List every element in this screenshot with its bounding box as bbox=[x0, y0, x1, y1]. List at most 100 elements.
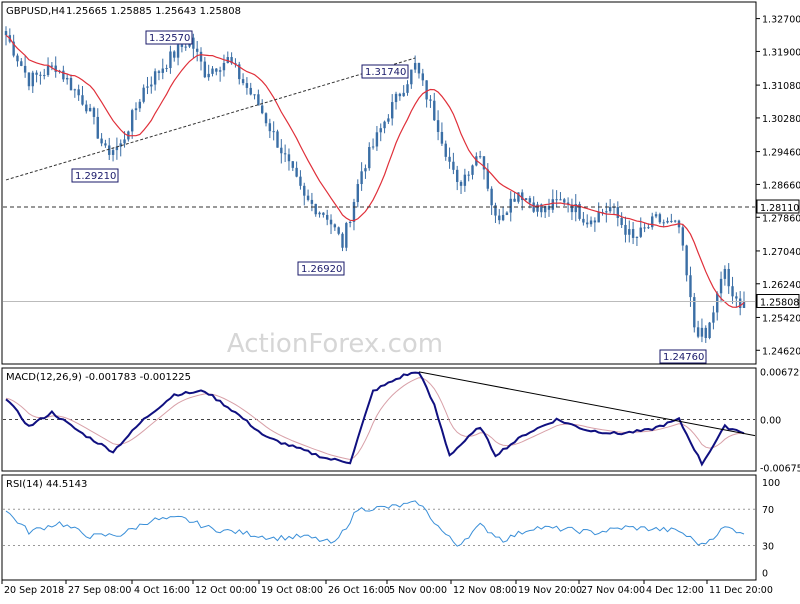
candle-body bbox=[651, 216, 654, 228]
y-tick-label: 1.31080 bbox=[762, 81, 800, 92]
candle-body bbox=[230, 57, 233, 64]
candle-body bbox=[88, 107, 92, 112]
candle-body bbox=[92, 107, 96, 117]
macd-trendline bbox=[418, 371, 756, 437]
macd-series bbox=[3, 371, 756, 467]
candle-body bbox=[528, 198, 532, 203]
candle-body bbox=[478, 156, 482, 158]
candle-body bbox=[467, 174, 470, 176]
current-price-tag bbox=[756, 294, 800, 309]
candle-body bbox=[517, 192, 520, 202]
y-tick-label: 1.26240 bbox=[762, 280, 800, 291]
candle-body bbox=[69, 77, 73, 91]
candle-body bbox=[337, 227, 340, 234]
resistance-price-label: 1.28110 bbox=[760, 203, 799, 214]
candle-body bbox=[681, 227, 685, 246]
price-annotation-label: 1.31740 bbox=[365, 67, 406, 78]
candle-body bbox=[195, 48, 199, 52]
candle-body bbox=[543, 206, 547, 213]
candle-body bbox=[574, 204, 577, 213]
candle-body bbox=[509, 198, 512, 213]
y-tick-label: 1.30280 bbox=[762, 114, 800, 125]
candle-body bbox=[192, 37, 195, 49]
candle-body bbox=[368, 147, 371, 169]
y-axis-labels: 1.32700 1.31900 1.31080 1.30280 1.29460 1.286… bbox=[756, 15, 800, 580]
x-tick-label: 26 Oct 16:00 bbox=[328, 585, 390, 596]
candle-body bbox=[199, 51, 203, 62]
candle-body bbox=[50, 65, 54, 67]
candle-body bbox=[283, 153, 287, 155]
y-tick-label: 1.25420 bbox=[762, 313, 800, 324]
candle-body bbox=[180, 44, 184, 47]
candle-body bbox=[605, 211, 608, 213]
candle-body bbox=[547, 206, 551, 210]
candle-body bbox=[23, 65, 27, 73]
candle-body bbox=[406, 84, 409, 93]
rsi-title: RSI(14) 44.5143 bbox=[6, 479, 87, 490]
x-tick-label: 27 Sep 08:00 bbox=[68, 585, 131, 596]
x-axis-labels: 20 Sep 2018 27 Sep 08:00 4 Oct 16:00 12 Oct… bbox=[1, 580, 773, 596]
ma-line bbox=[5, 34, 745, 308]
candle-body bbox=[280, 147, 283, 154]
candle-body bbox=[364, 168, 367, 172]
x-tick-label: 5 Nov 00:00 bbox=[389, 585, 447, 596]
support-trendline bbox=[5, 57, 416, 181]
candle-body bbox=[20, 61, 23, 66]
candle-body bbox=[505, 212, 509, 215]
candle-body bbox=[643, 227, 646, 229]
candle-body bbox=[662, 222, 665, 224]
candle-body bbox=[551, 199, 555, 210]
candle-body bbox=[700, 327, 704, 337]
candle-body bbox=[31, 72, 34, 87]
candle-body bbox=[639, 227, 642, 237]
candle-body bbox=[413, 62, 417, 70]
rsi-panel-frame bbox=[1, 474, 757, 581]
candle-body bbox=[685, 245, 688, 276]
candle-body bbox=[738, 298, 742, 309]
candle-body bbox=[314, 203, 317, 215]
candle-body bbox=[589, 220, 593, 225]
candle-body bbox=[555, 199, 558, 201]
candle-body bbox=[264, 113, 268, 124]
candle-body bbox=[146, 86, 149, 88]
candle-body bbox=[371, 146, 375, 148]
candle-body bbox=[536, 204, 539, 212]
candle-body bbox=[448, 156, 451, 162]
symbol-label: GBPUSD,H4 bbox=[6, 6, 65, 17]
candle-body bbox=[459, 181, 463, 186]
candle-body bbox=[184, 46, 187, 48]
candle-body bbox=[39, 74, 42, 76]
candle-body bbox=[696, 327, 700, 337]
candle-body bbox=[647, 227, 650, 229]
candle-body bbox=[153, 71, 157, 85]
x-tick-label: 19 Oct 08:00 bbox=[261, 585, 323, 596]
candle-body bbox=[326, 214, 329, 220]
candle-body bbox=[616, 207, 620, 218]
candle-body bbox=[620, 217, 623, 225]
price-series bbox=[4, 26, 746, 343]
candle-body bbox=[352, 202, 356, 222]
candle-body bbox=[100, 138, 103, 144]
x-tick-label: 12 Oct 00:00 bbox=[195, 585, 257, 596]
candle-body bbox=[62, 70, 65, 80]
candle-body bbox=[176, 44, 180, 58]
candle-body bbox=[111, 150, 115, 155]
candle-body bbox=[490, 188, 493, 206]
candle-body bbox=[276, 131, 279, 148]
candle-body bbox=[329, 219, 333, 225]
candle-body bbox=[291, 161, 294, 168]
candle-body bbox=[463, 174, 467, 186]
candle-body bbox=[631, 229, 635, 238]
candle-body bbox=[540, 204, 543, 213]
rsi-series bbox=[3, 500, 755, 547]
candle-body bbox=[727, 268, 730, 287]
candle-body bbox=[735, 296, 738, 299]
price-annotation-label: 1.29210 bbox=[75, 171, 116, 182]
rsi-line bbox=[5, 500, 745, 547]
rsi-y-tick-label: 70 bbox=[762, 505, 774, 516]
watermark-text: ActionForex.com bbox=[227, 329, 443, 359]
candle-body bbox=[123, 139, 126, 144]
candle-body bbox=[486, 169, 490, 189]
candle-body bbox=[482, 156, 486, 170]
